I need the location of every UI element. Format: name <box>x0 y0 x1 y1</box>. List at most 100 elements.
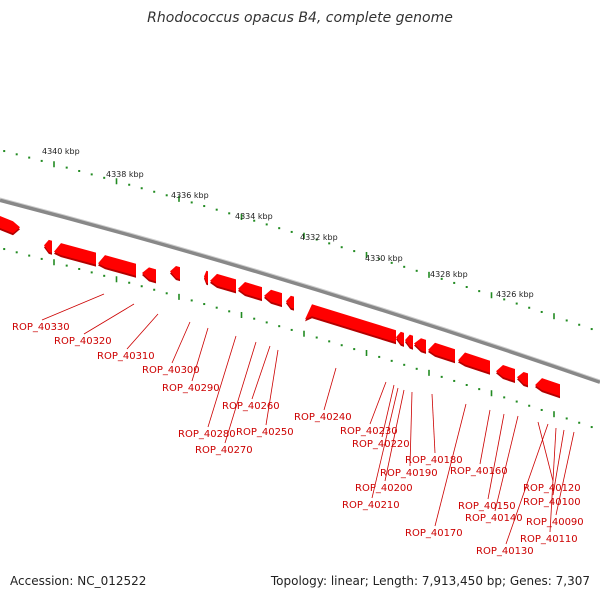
minor-tick <box>65 264 68 267</box>
minor-tick <box>265 321 268 324</box>
gene-label[interactable]: ROP_40250 <box>236 427 294 438</box>
minor-tick <box>215 208 218 211</box>
gene-arrow[interactable] <box>396 331 404 347</box>
leader-line <box>251 345 271 400</box>
minor-tick <box>290 328 293 331</box>
gene-arrow[interactable] <box>414 338 426 354</box>
gene-label[interactable]: ROP_40100 <box>523 497 581 508</box>
gene-label[interactable]: ROP_40150 <box>458 501 516 512</box>
minor-tick <box>228 212 231 215</box>
gene-label[interactable]: ROP_40170 <box>405 528 463 539</box>
gene-arrow[interactable] <box>405 334 413 350</box>
scale-label: 4330 kbp <box>365 254 403 263</box>
minor-tick <box>3 150 6 153</box>
gene-label[interactable]: ROP_40140 <box>465 513 523 524</box>
minor-tick <box>253 219 256 222</box>
minor-tick <box>315 336 318 339</box>
minor-tick <box>15 251 18 254</box>
gene-label[interactable]: ROP_40190 <box>380 468 438 479</box>
leader-line <box>126 313 159 350</box>
gene-label[interactable]: ROP_40300 <box>142 365 200 376</box>
scale-label: 4326 kbp <box>496 290 534 299</box>
gene-arrow[interactable] <box>305 304 396 345</box>
gene-label[interactable]: ROP_40200 <box>355 483 413 494</box>
label-leader-lines <box>41 293 575 545</box>
gene-label[interactable]: ROP_40090 <box>526 517 584 528</box>
gene-arrow[interactable] <box>204 270 208 286</box>
minor-tick <box>453 379 456 382</box>
gene-arrow[interactable] <box>142 267 156 284</box>
minor-tick <box>440 277 443 280</box>
gene-label[interactable]: ROP_40270 <box>195 445 253 456</box>
minor-tick <box>340 344 343 347</box>
outer-tick-track <box>3 150 593 331</box>
gene-arrow[interactable] <box>458 352 490 375</box>
gene-label[interactable]: ROP_40260 <box>222 401 280 412</box>
minor-tick <box>515 400 518 403</box>
minor-tick <box>578 421 581 424</box>
gene-label[interactable]: ROP_40310 <box>97 351 155 362</box>
minor-tick <box>465 384 468 387</box>
gene-label[interactable]: ROP_40120 <box>523 483 581 494</box>
minor-tick <box>540 408 543 411</box>
gene-arrow[interactable] <box>210 273 236 294</box>
gene-label[interactable]: ROP_40330 <box>12 322 70 333</box>
leader-line <box>487 413 505 500</box>
major-tick <box>490 390 493 397</box>
genome-title: Rhodococcus opacus B4, complete genome <box>147 10 453 26</box>
gene-arrow[interactable] <box>44 239 52 255</box>
gene-label[interactable]: ROP_40280 <box>178 429 236 440</box>
gene-arrow[interactable] <box>535 378 560 399</box>
gene-arrow[interactable] <box>496 365 515 384</box>
major-tick <box>115 178 118 185</box>
leader-line <box>384 389 405 482</box>
gene-label[interactable]: ROP_40110 <box>520 534 578 545</box>
minor-tick <box>290 230 293 233</box>
minor-tick <box>278 227 281 230</box>
gene-arrow[interactable] <box>264 289 282 308</box>
major-tick <box>240 214 243 221</box>
major-tick <box>490 292 493 299</box>
gene-arrow[interactable] <box>238 282 262 302</box>
major-tick <box>365 251 368 258</box>
minor-tick <box>3 248 6 251</box>
gene-label[interactable]: ROP_40290 <box>162 383 220 394</box>
leader-line <box>494 415 519 512</box>
leader-line <box>552 429 565 496</box>
gene-label[interactable]: ROP_40220 <box>352 439 410 450</box>
minor-tick <box>415 367 418 370</box>
minor-tick <box>40 257 43 260</box>
gene-arrow[interactable] <box>54 243 96 267</box>
minor-tick <box>190 299 193 302</box>
major-tick <box>53 161 55 168</box>
scale-label: 4336 kbp <box>171 191 209 200</box>
minor-tick <box>78 169 81 172</box>
gene-arrow[interactable] <box>0 216 20 236</box>
gene-arrow[interactable] <box>98 255 136 278</box>
scale-label: 4332 kbp <box>300 233 338 242</box>
leader-line <box>381 384 395 438</box>
minor-tick <box>215 306 218 309</box>
gene-label[interactable]: ROP_40130 <box>476 546 534 557</box>
gene-label[interactable]: ROP_40210 <box>342 500 400 511</box>
gene-label[interactable]: ROP_40160 <box>450 466 508 477</box>
scale-label: 4328 kbp <box>430 270 468 279</box>
gene-arrow[interactable] <box>286 295 294 311</box>
topology-text: Topology: linear; Length: 7,913,450 bp; … <box>270 574 590 588</box>
gene-label[interactable]: ROP_40180 <box>405 455 463 466</box>
minor-tick <box>390 359 393 362</box>
minor-tick <box>28 156 31 159</box>
gene-arrow[interactable] <box>170 265 180 282</box>
gene-arrow[interactable] <box>428 342 455 364</box>
minor-tick <box>203 205 206 208</box>
gene-label[interactable]: ROP_40230 <box>340 426 398 437</box>
leader-line <box>555 431 575 516</box>
minor-tick <box>165 194 168 197</box>
gene-arrow[interactable] <box>517 371 528 388</box>
minor-tick <box>453 281 456 284</box>
major-tick <box>303 232 305 239</box>
minor-tick <box>228 310 231 313</box>
gene-label[interactable]: ROP_40240 <box>294 412 352 423</box>
gene-label[interactable]: ROP_40320 <box>54 336 112 347</box>
minor-tick <box>503 396 506 399</box>
